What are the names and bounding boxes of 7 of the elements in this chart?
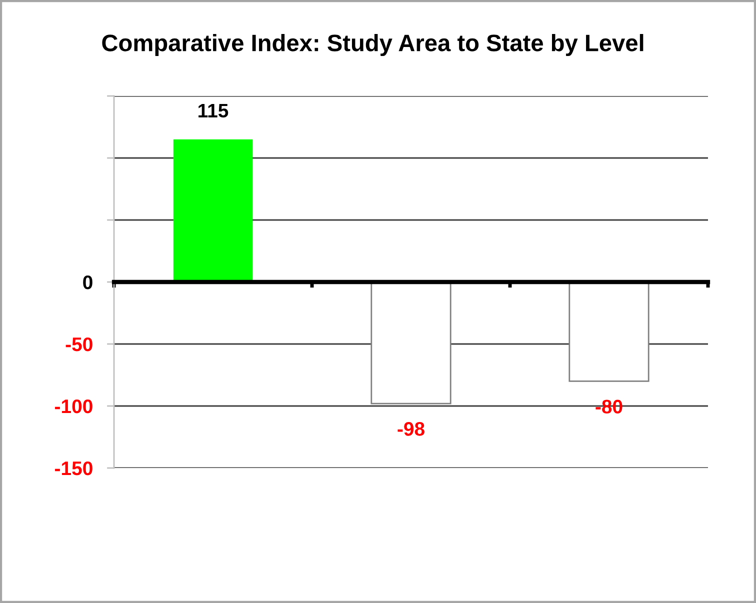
chart-title: Comparative Index: Study Area to State by Level: [102, 34, 644, 56]
data-label: -98: [398, 422, 424, 436]
data-label: 115: [198, 104, 228, 118]
y-tick-label: -50: [66, 337, 92, 352]
y-tick-label: -150: [55, 461, 92, 476]
y-tick-label: -100: [55, 399, 92, 414]
y-tick-label: 0: [83, 275, 92, 290]
